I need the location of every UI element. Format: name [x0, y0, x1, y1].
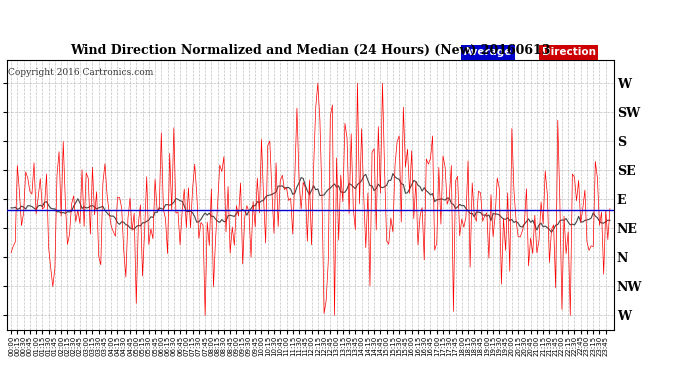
- Text: Average: Average: [464, 47, 513, 57]
- Text: Copyright 2016 Cartronics.com: Copyright 2016 Cartronics.com: [8, 68, 153, 77]
- Title: Wind Direction Normalized and Median (24 Hours) (New) 20160613: Wind Direction Normalized and Median (24…: [70, 45, 551, 57]
- Text: Direction: Direction: [542, 47, 596, 57]
